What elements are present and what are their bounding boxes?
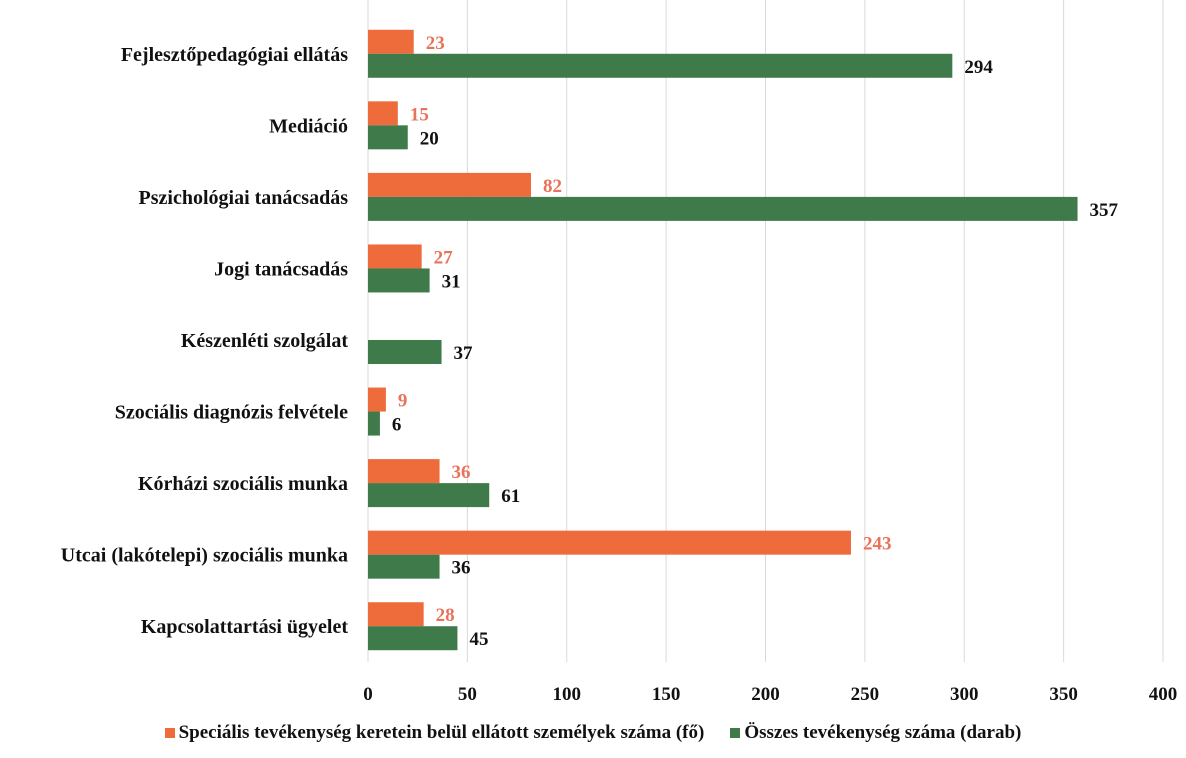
bar-series-2-2 bbox=[368, 125, 408, 150]
category-label-7: Kórházi szociális munka bbox=[138, 473, 348, 495]
bar-series-1-6 bbox=[368, 387, 386, 412]
x-tick-label-200: 200 bbox=[751, 684, 780, 705]
bar-series-1-2 bbox=[368, 101, 398, 126]
data-label-series-2-4: 31 bbox=[442, 271, 461, 292]
bar-chart: 0 50 100 150 200 250 300 350 400 Fejlesztőpedagóg… bbox=[61, 0, 1177, 705]
legend-label-series-1: Speciális tevékenység keretein belül ell… bbox=[178, 722, 705, 743]
category-label-3: Pszichológiai tanácsadás bbox=[139, 187, 349, 209]
x-tick-label-300: 300 bbox=[950, 684, 979, 705]
legend-label-series-2: Összes tevékenység száma (darab) bbox=[744, 722, 1022, 743]
data-label-series-1-7: 36 bbox=[452, 462, 471, 483]
bar-series-1-8 bbox=[368, 530, 851, 555]
bar-series-2-8 bbox=[368, 554, 440, 579]
bar-series-1-1 bbox=[368, 29, 414, 54]
data-label-series-2-6: 6 bbox=[392, 415, 402, 436]
category-label-8: Utcai (lakótelepi) szociális munka bbox=[61, 545, 348, 567]
x-tick-label-50: 50 bbox=[458, 684, 477, 705]
legend-swatch-series-1 bbox=[164, 728, 175, 738]
data-label-series-1-3: 82 bbox=[543, 176, 562, 197]
data-label-series-2-7: 61 bbox=[501, 486, 520, 507]
data-label-series-1-2: 15 bbox=[410, 104, 429, 125]
bar-series-2-3 bbox=[368, 196, 1078, 221]
data-label-series-1-9: 28 bbox=[436, 605, 455, 626]
labels: 0 50 100 150 200 250 300 350 400 Fejlesztőpedagóg… bbox=[61, 33, 1177, 705]
bar-series-1-3 bbox=[368, 172, 531, 197]
data-label-series-2-3: 357 bbox=[1090, 200, 1119, 221]
bar-series-1-9 bbox=[368, 602, 424, 627]
legend-item-series-1: Speciális tevékenység keretein belül ell… bbox=[164, 722, 705, 744]
category-label-4: Jogi tanácsadás bbox=[214, 258, 348, 280]
legend-item-series-2: Összes tevékenység száma (darab) bbox=[730, 722, 1021, 744]
legend: Speciális tevékenység keretein belül ell… bbox=[0, 722, 1186, 744]
data-label-series-2-8: 36 bbox=[452, 558, 471, 579]
x-tick-label-0: 0 bbox=[363, 684, 373, 705]
x-tick-label-100: 100 bbox=[553, 684, 582, 705]
x-tick-label-350: 350 bbox=[1049, 684, 1078, 705]
x-tick-label-250: 250 bbox=[851, 684, 880, 705]
bar-series-2-1 bbox=[368, 53, 953, 78]
data-label-series-2-5: 37 bbox=[454, 343, 474, 364]
bar-series-2-7 bbox=[368, 483, 490, 508]
bar-series-1-7 bbox=[368, 459, 440, 484]
data-label-series-1-1: 23 bbox=[426, 33, 445, 54]
category-label-9: Kapcsolattartási ügyelet bbox=[141, 616, 349, 638]
bar-series-1-4 bbox=[368, 244, 422, 269]
data-label-series-1-8: 243 bbox=[863, 534, 892, 555]
x-tick-label-150: 150 bbox=[652, 684, 681, 705]
bar-series-2-5 bbox=[368, 340, 442, 364]
category-label-6: Szociális diagnózis felvétele bbox=[115, 402, 348, 424]
data-label-series-1-4: 27 bbox=[434, 247, 454, 268]
legend-swatch-series-2 bbox=[730, 728, 741, 738]
category-label-1: Fejlesztőpedagógiai ellátás bbox=[121, 44, 348, 66]
gridlines bbox=[367, 0, 1164, 662]
data-label-series-2-9: 45 bbox=[469, 629, 488, 650]
bar-series-2-4 bbox=[368, 268, 430, 293]
bars bbox=[368, 29, 1078, 651]
bar-series-2-9 bbox=[368, 626, 458, 651]
data-label-series-1-6: 9 bbox=[398, 391, 408, 412]
category-label-2: Mediáció bbox=[269, 115, 348, 137]
bar-series-2-6 bbox=[368, 411, 380, 436]
data-label-series-2-2: 20 bbox=[420, 128, 439, 149]
data-label-series-2-1: 294 bbox=[964, 57, 993, 78]
x-tick-label-400: 400 bbox=[1149, 684, 1178, 705]
category-label-5: Készenléti szolgálat bbox=[181, 330, 349, 352]
